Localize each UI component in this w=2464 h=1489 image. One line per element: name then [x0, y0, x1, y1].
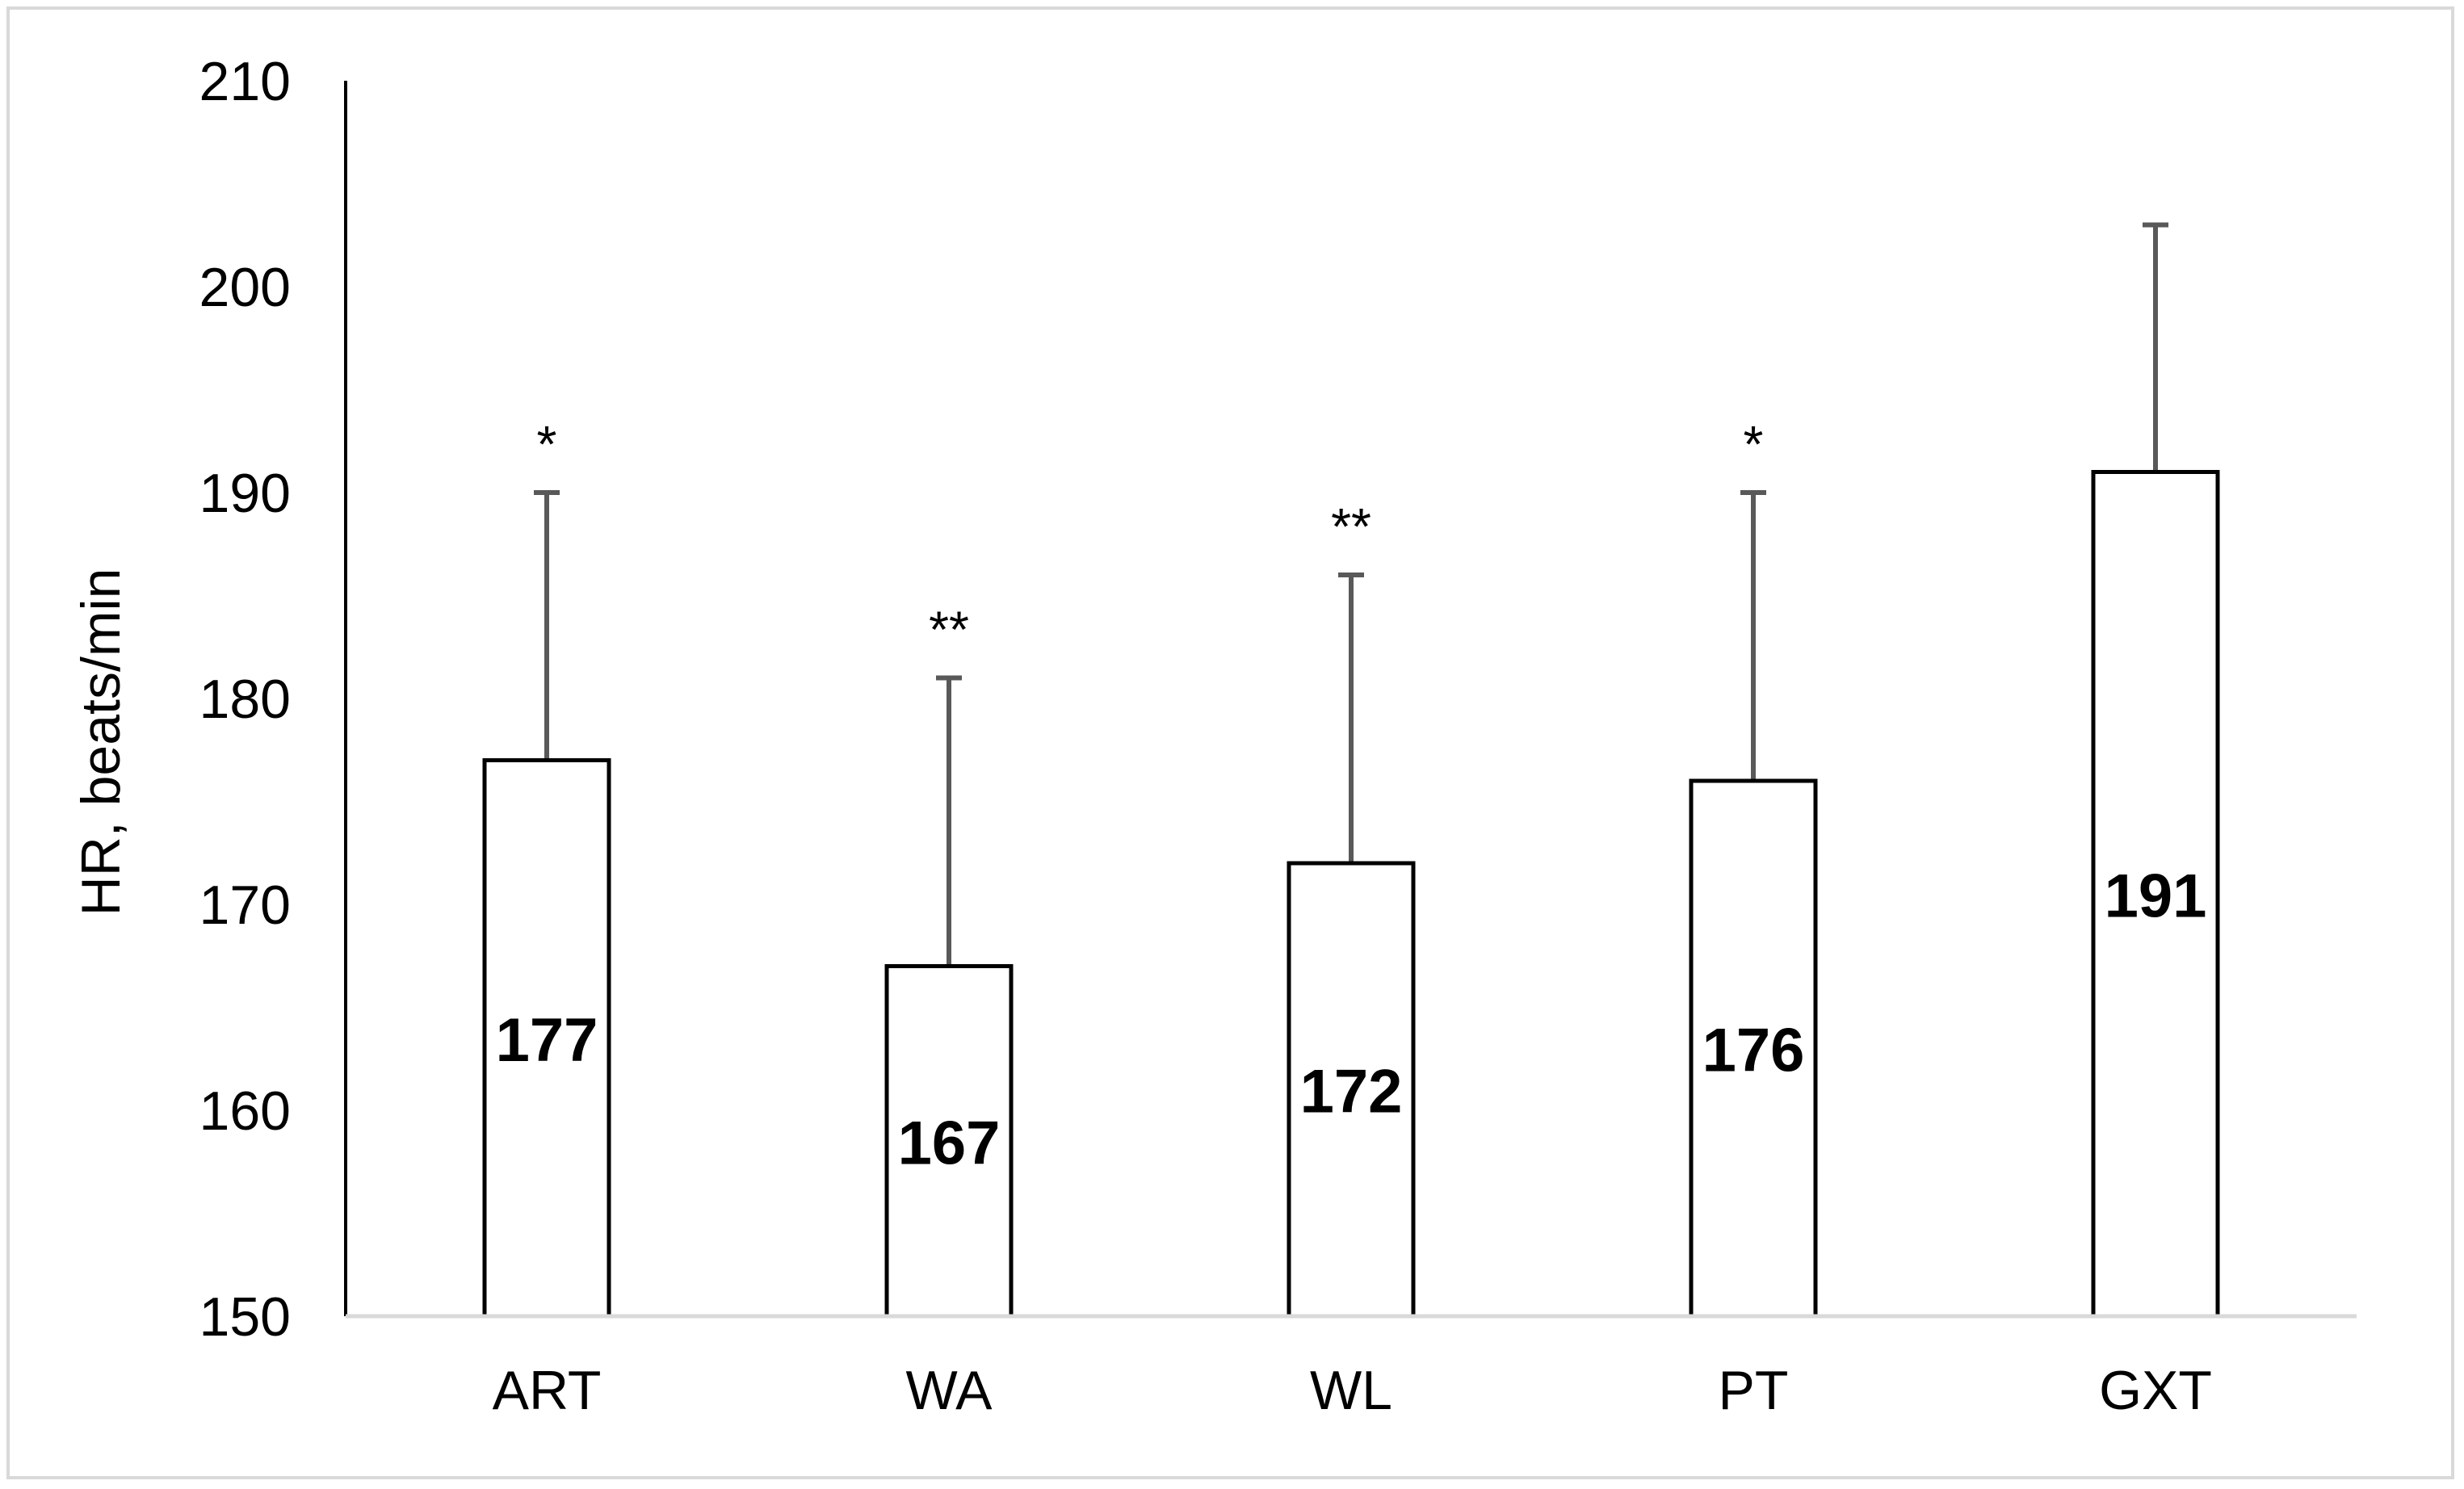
x-category-label: ART — [493, 1360, 602, 1421]
y-tick-label: 160 — [199, 1080, 291, 1142]
bar-value-label: 172 — [1300, 1058, 1403, 1126]
x-category-label: WA — [905, 1360, 993, 1421]
bar-value-label: 177 — [496, 1006, 598, 1075]
bar — [1287, 861, 1416, 1319]
bar-value-label: 191 — [2105, 862, 2207, 930]
significance-marker: * — [537, 415, 557, 473]
y-tick-label: 170 — [199, 875, 291, 936]
y-tick-label: 180 — [199, 669, 291, 730]
y-tick-label: 190 — [199, 463, 291, 524]
bar-value-label: 176 — [1702, 1017, 1805, 1085]
bar — [884, 964, 1014, 1319]
x-category-label: PT — [1719, 1360, 1789, 1421]
bars: * 177 ** 167 ** 172 * 176 191 — [482, 222, 2220, 1319]
significance-marker: ** — [929, 601, 969, 659]
bar-value-label: 167 — [898, 1109, 1001, 1177]
x-axis: ART WA WL PT GXT — [346, 1314, 2357, 1421]
y-tick-label: 200 — [199, 257, 291, 318]
chart-frame — [6, 6, 2454, 1479]
significance-marker: ** — [1331, 497, 1371, 556]
x-category-label: GXT — [2099, 1360, 2212, 1421]
x-category-label: WL — [1310, 1360, 1392, 1421]
bar — [482, 758, 611, 1319]
y-tick-label: 150 — [199, 1286, 291, 1348]
y-axis: 150 160 170 180 190 200 210 — [199, 51, 347, 1348]
significance-marker: * — [1744, 415, 1764, 473]
bar — [2091, 470, 2220, 1319]
y-tick-label: 210 — [199, 51, 291, 112]
y-axis-title: HR, beats/min — [70, 568, 132, 916]
